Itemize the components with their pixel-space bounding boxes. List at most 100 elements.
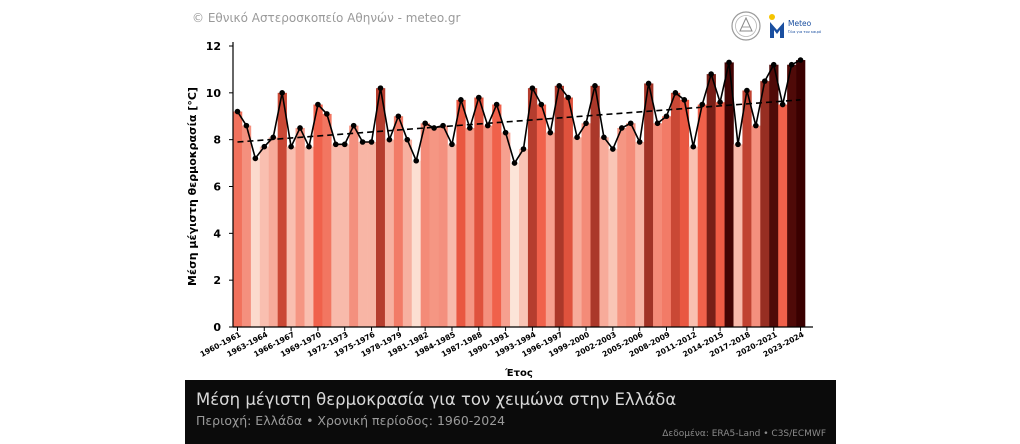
- bar-1983-1984: [438, 125, 448, 328]
- point-series: [234, 57, 804, 166]
- point-1961-1962: [243, 122, 250, 129]
- point-1989-1990: [493, 101, 500, 108]
- point-1980-1981: [413, 157, 420, 164]
- point-2006-2007: [645, 80, 652, 87]
- point-1966-1967: [288, 143, 294, 150]
- bar-1980-1981: [411, 160, 421, 327]
- bar-1973-1974: [349, 125, 359, 328]
- bar-2005-2006: [635, 142, 645, 327]
- bar-2015-2016: [724, 62, 734, 327]
- bar-2020-2021: [769, 64, 779, 327]
- point-2016-2017: [735, 141, 741, 148]
- bar-2001-2002: [599, 137, 609, 327]
- bar-2003-2004: [617, 127, 627, 328]
- point-1973-1974: [350, 122, 357, 129]
- bar-1963-1964: [259, 146, 270, 327]
- point-2000-2001: [592, 83, 598, 89]
- logo-graphics: Meteo Όλα για τον καιρό: [731, 11, 821, 41]
- bar-1962-1963: [250, 158, 261, 327]
- y-tick-label: 12: [206, 40, 221, 53]
- bar-2000-2001: [590, 85, 600, 327]
- y-ticks: 0 2 4 6 8 10 12: [206, 40, 233, 334]
- bar-1981-1982: [420, 123, 430, 327]
- bar-1966-1967: [286, 146, 296, 327]
- bar-2014-2015: [715, 102, 725, 327]
- point-2015-2016: [726, 59, 732, 66]
- point-1986-1987: [467, 125, 473, 131]
- point-2009-2010: [672, 90, 679, 96]
- bar-1965-1966: [277, 92, 287, 327]
- chart-subtitle: Περιοχή: Ελλάδα • Χρονική περίοδος: 1960…: [196, 413, 506, 428]
- meteo-logo-icon: [769, 14, 784, 38]
- bar-1991-1992: [510, 163, 520, 327]
- y-tick-label: 2: [213, 274, 221, 287]
- point-1998-1999: [574, 134, 580, 141]
- bar-1995-1996: [545, 132, 556, 327]
- footer-panel: Μέση μέγιστη θερμοκρασία για τον χειμώνα…: [185, 380, 836, 444]
- bar-1990-1991: [501, 132, 511, 327]
- trend-line: [237, 99, 801, 143]
- bar-2017-2018: [742, 90, 752, 328]
- point-2020-2021: [770, 61, 777, 68]
- point-2013-2014: [708, 71, 714, 77]
- point-2017-2018: [744, 87, 750, 94]
- point-2008-2009: [663, 113, 670, 120]
- point-2005-2006: [636, 139, 643, 145]
- point-2023-2024: [797, 57, 804, 63]
- temperature-line: [236, 59, 801, 165]
- point-2007-2008: [654, 120, 661, 127]
- point-2018-2019: [753, 122, 759, 129]
- bar-1989-1990: [492, 104, 502, 327]
- point-2012-2013: [699, 101, 706, 108]
- bar-1988-1989: [483, 125, 493, 328]
- point-2003-2004: [618, 125, 625, 131]
- point-1977-1978: [386, 136, 393, 143]
- bar-1971-1972: [331, 144, 341, 327]
- y-axis-label: Μέση μέγιστη θερμοκρασία [°C]: [186, 87, 199, 286]
- bar-2021-2022: [778, 104, 788, 327]
- bar-1972-1973: [340, 144, 350, 327]
- x-axis-label: Έτος: [504, 367, 533, 379]
- bar-1997-1998: [563, 97, 573, 328]
- point-1965-1966: [279, 90, 285, 96]
- logo-group: Meteo Όλα για τον καιρό: [730, 8, 830, 44]
- point-1978-1979: [395, 113, 402, 120]
- point-1979-1980: [404, 136, 411, 143]
- bar-1993-1994: [527, 88, 538, 328]
- point-2019-2020: [761, 78, 768, 84]
- point-1988-1989: [484, 122, 491, 129]
- bar-1994-1995: [536, 104, 547, 327]
- point-1994-1995: [538, 101, 545, 108]
- point-1991-1992: [511, 160, 518, 166]
- bar-1982-1983: [429, 127, 439, 328]
- point-1984-1985: [449, 141, 455, 148]
- point-2004-2005: [627, 120, 634, 127]
- bar-2016-2017: [733, 144, 743, 327]
- bar-2007-2008: [653, 123, 663, 327]
- bar-2019-2020: [760, 81, 770, 328]
- bar-1976-1977: [376, 88, 386, 328]
- point-1990-1991: [502, 129, 509, 136]
- point-1999-2000: [583, 120, 589, 127]
- point-1987-1988: [475, 94, 482, 101]
- bar-1968-1969: [304, 146, 314, 327]
- point-1960-1961: [234, 108, 241, 115]
- bar-2023-2024: [796, 60, 806, 328]
- copyright-text: © Εθνικό Αστεροσκοπείο Αθηνών - meteo.gr: [192, 11, 461, 25]
- bar-1987-1988: [474, 97, 484, 328]
- bar-series: [233, 60, 806, 328]
- bar-2013-2014: [706, 74, 716, 327]
- bar-1977-1978: [384, 139, 395, 327]
- point-1964-1965: [270, 134, 277, 141]
- bar-1964-1965: [268, 137, 278, 327]
- meteo-logo-subtext: Όλα για τον καιρό: [787, 30, 821, 34]
- point-2014-2015: [717, 99, 723, 105]
- bar-1984-1985: [447, 144, 457, 327]
- point-1971-1972: [332, 141, 339, 148]
- point-1997-1998: [565, 94, 571, 101]
- point-2002-2003: [610, 146, 616, 152]
- bar-2008-2009: [662, 116, 672, 327]
- point-1975-1976: [368, 139, 375, 145]
- bar-1960-1961: [233, 111, 243, 327]
